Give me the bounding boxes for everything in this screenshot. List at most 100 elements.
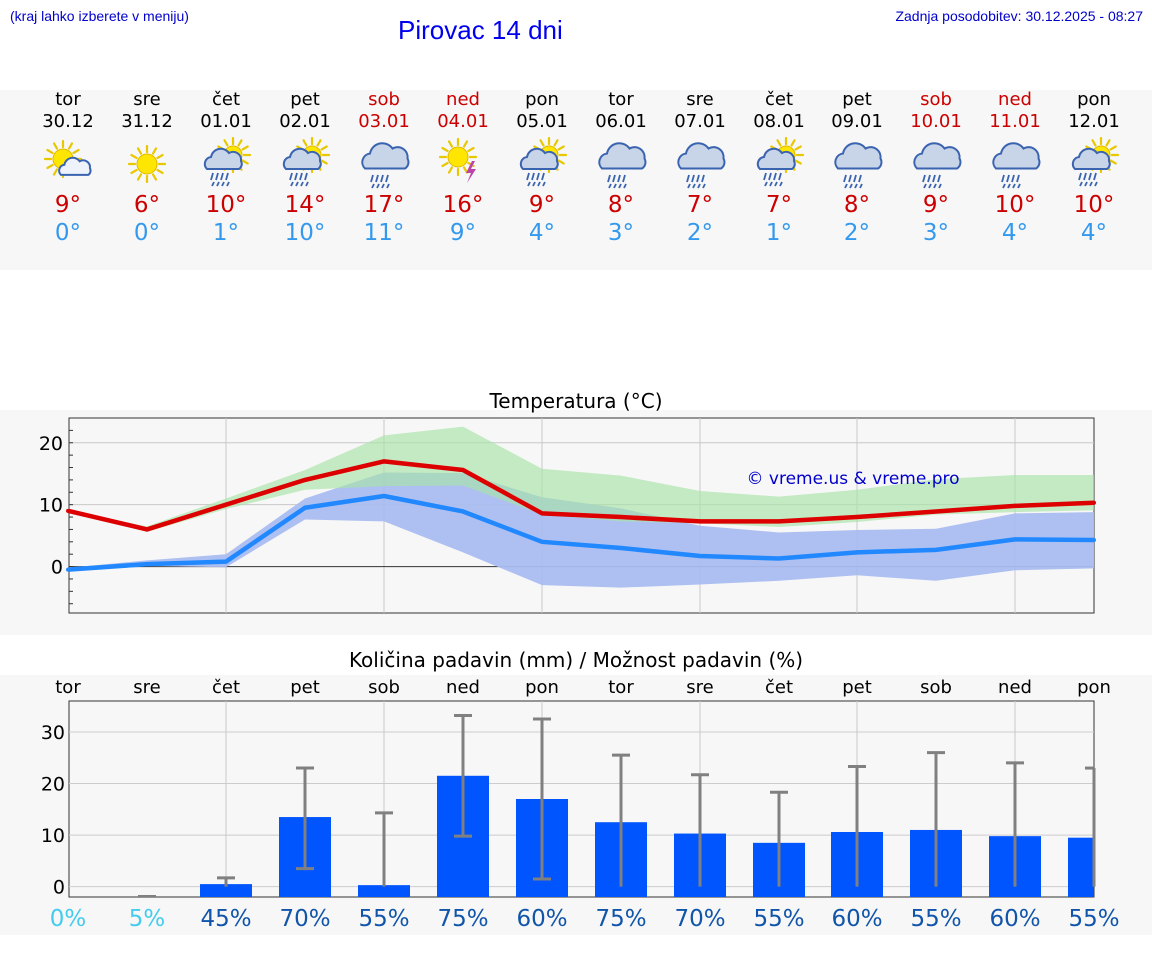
max-temp-band: [68, 426, 1094, 532]
menu-hint[interactable]: (kraj lahko izberete v meniju): [10, 8, 189, 24]
min-temp-line-point: [698, 554, 702, 559]
day-name: tor: [608, 89, 634, 110]
precip-chart-title: Količina padavin (mm) / Možnost padavin …: [348, 648, 804, 672]
min-temp-line: [67, 493, 1095, 572]
day-name: tor: [55, 89, 81, 110]
precip-chance-label: 60%: [989, 906, 1040, 932]
min-temp-band: [68, 472, 1094, 588]
temp-min: 4°: [1001, 220, 1029, 246]
day-name: pet: [842, 89, 872, 110]
day-date: 02.01: [279, 111, 331, 132]
day-column: čet 08.01 7° 1°: [739, 89, 819, 247]
min-temp-line-point: [145, 562, 149, 567]
min-temp-line-point: [461, 509, 465, 514]
cloud-rain-icon: [834, 142, 883, 189]
temp-max: 10°: [994, 192, 1036, 218]
precip-chance-label: 75%: [595, 906, 646, 932]
day-name: sob: [920, 89, 952, 110]
max-temp-line: [67, 459, 1095, 532]
sun-cloud-rain-icon: [203, 137, 252, 187]
cloud-rain-icon: [361, 142, 410, 189]
min-temp-line-point: [619, 546, 623, 550]
watermark: © vreme.us & vreme.pro: [746, 469, 959, 489]
x-day-label: ned: [446, 677, 480, 698]
day-date: 06.01: [595, 111, 647, 132]
day-name: čet: [764, 89, 794, 110]
x-day-label: čet: [765, 677, 793, 698]
y-tick-label: 20: [39, 433, 63, 455]
day-column: tor 30.12 9° 0°: [28, 89, 108, 247]
sun-icon: [127, 144, 167, 184]
page-title: Pirovac 14 dni: [398, 15, 563, 45]
precip-chance-label: 60%: [516, 906, 567, 932]
day-date: 11.01: [989, 111, 1041, 132]
x-day-label: sre: [686, 677, 713, 698]
precip-chance-label: 70%: [279, 906, 330, 932]
x-day-label: ned: [998, 677, 1032, 698]
day-date: 10.01: [910, 111, 962, 132]
precip-chance-label: 0%: [50, 906, 87, 932]
cloud-rain-icon: [992, 142, 1041, 189]
day-column: čet 01.01 10° 1°: [186, 89, 266, 247]
day-name: pon: [1077, 89, 1111, 110]
day-date: 12.01: [1068, 111, 1120, 132]
x-day-label: sob: [920, 677, 952, 698]
min-temp-line-point: [934, 547, 938, 552]
cloud-rain-icon: [913, 142, 962, 189]
x-day-label: sob: [368, 677, 400, 698]
temp-max: 9°: [528, 192, 556, 218]
day-date: 07.01: [674, 111, 726, 132]
temp-max: 9°: [54, 192, 82, 218]
temp-max: 8°: [843, 192, 871, 218]
x-day-label: sre: [133, 677, 160, 698]
precip-chance-label: 60%: [831, 906, 882, 932]
min-temp-line-point: [303, 505, 307, 510]
precip-chance-label: 45%: [200, 906, 251, 932]
temp-max: 6°: [133, 192, 161, 218]
day-date: 30.12: [42, 111, 94, 132]
max-temp-line-point: [461, 468, 465, 472]
day-date: 05.01: [516, 111, 568, 132]
precip-bar: [358, 885, 410, 897]
x-day-label: pet: [842, 677, 872, 698]
y-tick-label: 0: [51, 557, 63, 579]
max-temp-line-point: [777, 519, 781, 524]
max-temp-line-point: [855, 515, 859, 520]
max-temp-line-point: [698, 519, 702, 524]
temp-min: 3°: [607, 220, 635, 246]
precip-chance-label: 55%: [753, 906, 804, 932]
precip-chance-label: 55%: [358, 906, 409, 932]
sun-cloud-rain-icon: [1071, 137, 1120, 187]
precip-chance-label: 75%: [437, 906, 488, 932]
temp-max: 16°: [442, 192, 484, 218]
temp-min: 1°: [212, 220, 240, 246]
min-temp-line-point: [540, 539, 544, 544]
day-date: 01.01: [200, 111, 252, 132]
temperature-chart-title: Temperatura (°C): [489, 389, 663, 413]
y-tick-label: 20: [41, 774, 65, 796]
min-temp-line-point: [1092, 537, 1096, 542]
max-temp-line-point: [145, 527, 149, 532]
temp-min: 11°: [363, 220, 405, 246]
temp-min: 3°: [922, 220, 950, 246]
precip-chance-label: 55%: [910, 906, 961, 932]
max-temp-line-point: [224, 502, 228, 507]
day-name: pet: [290, 89, 320, 110]
day-column: sob 10.01 9° 3°: [896, 89, 976, 247]
precip-bar: [1068, 837, 1094, 897]
temp-max: 14°: [284, 192, 326, 218]
day-column: pon 05.01 9° 4°: [502, 89, 582, 247]
temp-max: 10°: [1073, 192, 1115, 218]
day-column: tor 06.01 8° 3°: [581, 89, 661, 247]
temp-min: 1°: [765, 220, 793, 246]
max-temp-line-point: [303, 477, 307, 482]
x-day-label: pon: [1077, 677, 1111, 698]
day-column: pon 12.01 10° 4°: [1054, 89, 1134, 247]
sun-cloud-rain-icon: [756, 137, 805, 187]
max-temp-line-point: [540, 511, 544, 516]
precip-bar: [200, 884, 252, 897]
temp-min: 10°: [284, 220, 326, 246]
x-day-label: pon: [525, 677, 559, 698]
day-date: 31.12: [121, 111, 173, 132]
temp-min: 2°: [843, 220, 871, 246]
